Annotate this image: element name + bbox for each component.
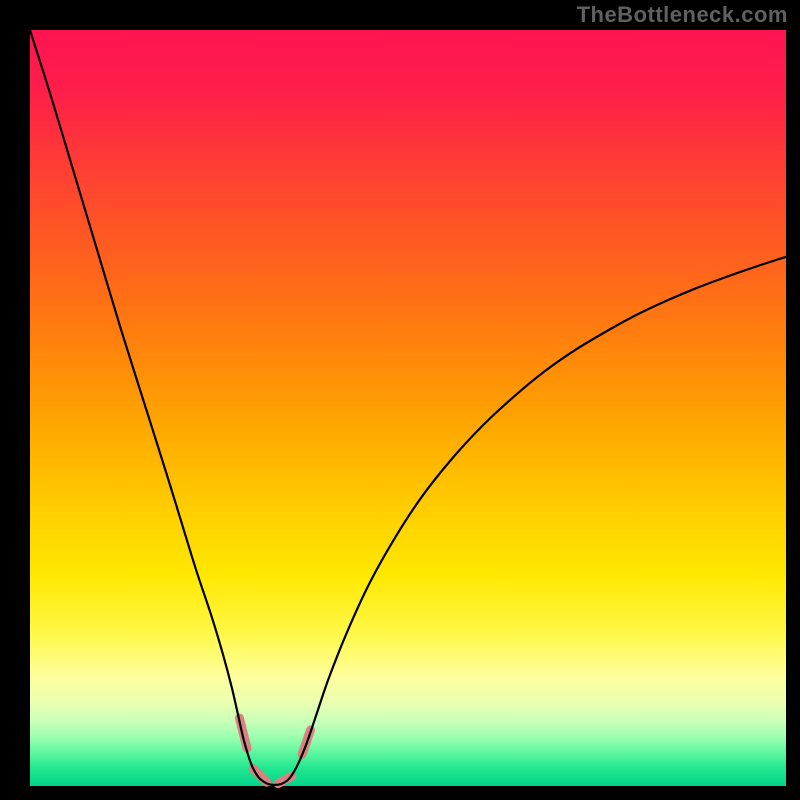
chart-curve-layer — [0, 0, 800, 800]
bottleneck-curve — [30, 30, 786, 785]
frame: TheBottleneck.com — [0, 0, 800, 800]
slope-markers-group — [239, 718, 310, 784]
